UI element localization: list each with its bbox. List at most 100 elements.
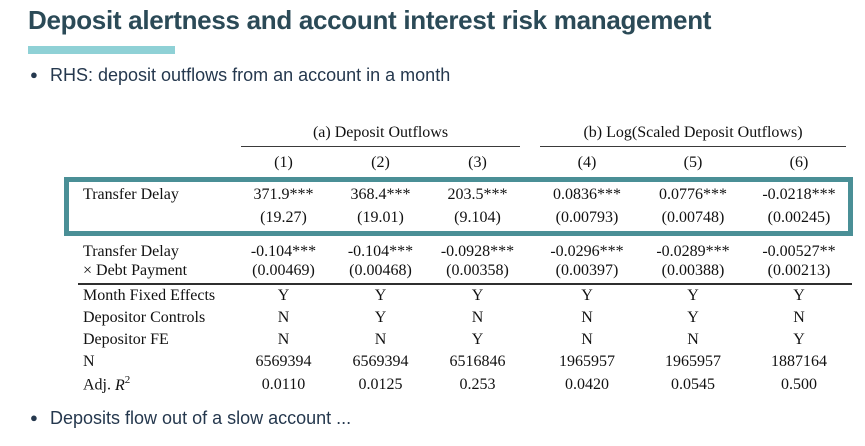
column-gap: [526, 237, 534, 262]
coef-cell: 0.0836***: [553, 186, 621, 203]
group-header-row: (a) Deposit Outflows (b) Log(Scaled Depo…: [78, 112, 852, 147]
se-cell: (19.01): [357, 209, 404, 226]
stat-row-n: N 6569394 6569394 6516846 1965957 196595…: [78, 351, 852, 373]
math-r: R: [115, 376, 125, 394]
se-cell: (0.00213): [767, 262, 831, 279]
bullet-icon: ●: [30, 67, 38, 82]
stat-row-depositor-controls: Depositor Controls N Y N N Y N: [78, 307, 852, 329]
stat-row-depositor-fe: Depositor FE N N Y N N Y: [78, 329, 852, 351]
stat-cell: Y: [429, 283, 526, 307]
se-cell: (0.00358): [446, 262, 509, 279]
stat-cell: Y: [793, 331, 805, 348]
column-number-row: (1) (2) (3) (4) (5) (6): [78, 147, 852, 178]
coef-cell: -0.0289***: [656, 243, 730, 260]
stat-cell: N: [374, 331, 387, 348]
stat-cell: N: [687, 331, 699, 348]
coef-cell: -0.0296***: [550, 243, 624, 260]
se-cell: (0.00793): [555, 209, 619, 226]
coef-cell: -0.0218***: [762, 186, 836, 203]
stat-cell: N: [581, 331, 593, 348]
row-label: Transfer Delay: [83, 243, 179, 260]
row-label: N: [83, 353, 95, 370]
stat-cell: N: [581, 309, 593, 326]
row-label: Month Fixed Effects: [78, 283, 235, 307]
stat-cell: 0.0420: [565, 375, 609, 393]
stat-cell: 0.500: [781, 375, 817, 393]
stat-cell: 0.0110: [261, 375, 306, 393]
coef-row-transfer-delay: Transfer Delay 371.9*** 368.4*** 203.5**…: [78, 178, 852, 206]
regression-table: (a) Deposit Outflows (b) Log(Scaled Depo…: [78, 112, 853, 396]
stat-cell: Y: [471, 331, 484, 348]
stat-cell: Y: [534, 283, 640, 307]
title-accent-bar: [28, 46, 175, 54]
se-cell: (0.00469): [252, 262, 315, 279]
stat-cell: 1965957: [559, 353, 615, 370]
bullet-rhs: ● RHS: deposit outflows from an account i…: [30, 64, 450, 86]
stat-row-adj-r2: Adj. R2 0.0110 0.0125 0.253 0.0420 0.0545…: [78, 373, 852, 396]
coef-cell: 371.9***: [253, 186, 314, 203]
stat-cell: 1887164: [771, 353, 827, 370]
stat-cell: Y: [235, 283, 332, 307]
stat-cell: Y: [374, 309, 387, 326]
column-gap: [526, 262, 534, 284]
se-cell: (0.00388): [661, 262, 725, 279]
row-label: Depositor Controls: [83, 309, 206, 326]
stat-cell: Y: [746, 283, 853, 307]
slide-title: Deposit alertness and account interest r…: [28, 5, 712, 35]
col-number: (2): [371, 153, 390, 171]
column-gap: [526, 147, 534, 178]
empty-cell: [78, 147, 235, 178]
bullet-icon: ●: [30, 410, 38, 425]
se-cell: (19.27): [260, 209, 307, 226]
stat-cell: N: [277, 309, 290, 326]
stat-cell: Y: [640, 283, 746, 307]
adj-label: Adj.: [83, 376, 111, 394]
se-cell: (0.00468): [349, 262, 412, 279]
column-gap: [526, 178, 534, 206]
row-label: Depositor FE: [83, 331, 169, 348]
stat-cell: N: [277, 331, 290, 348]
stat-cell: N: [471, 309, 484, 326]
row-label: Transfer Delay: [83, 186, 179, 203]
coef-cell: 0.0776***: [659, 186, 727, 203]
column-gap: [526, 373, 534, 396]
stat-row-month-fe: Month Fixed Effects Y Y Y Y Y Y: [78, 283, 853, 307]
row-label: × Debt Payment: [83, 262, 188, 279]
coef-cell: -0.0928***: [440, 243, 515, 260]
coef-cell: -0.104***: [347, 243, 414, 260]
group-header-b: (b) Log(Scaled Deposit Outflows): [534, 112, 852, 147]
stat-cell: Y: [332, 283, 429, 307]
group-header-a: (a) Deposit Outflows: [235, 112, 526, 147]
column-gap: [526, 307, 534, 329]
stat-cell: 6569394: [352, 353, 409, 370]
column-gap: [526, 206, 534, 237]
stat-cell: 0.253: [459, 375, 496, 393]
coef-cell: 203.5***: [447, 186, 508, 203]
se-cell: (9.104): [454, 209, 501, 226]
coef-cell: -0.00527**: [762, 243, 836, 260]
stat-cell: 0.0125: [358, 375, 403, 393]
coef-row-interaction: Transfer Delay -0.104*** -0.104*** -0.09…: [78, 237, 852, 262]
column-gap: [526, 283, 534, 307]
math-r-sup: 2: [124, 374, 131, 387]
se-cell: (0.00748): [661, 209, 725, 226]
col-number: (5): [683, 153, 703, 171]
col-number: (6): [789, 153, 809, 171]
coef-cell: 368.4***: [350, 186, 411, 203]
stat-cell: 0.0545: [671, 375, 715, 393]
stat-cell: 1965957: [665, 353, 721, 370]
row-label: [78, 206, 235, 237]
col-number: (4): [577, 153, 597, 171]
se-row-transfer-delay: (19.27) (19.01) (9.104) (0.00793) (0.007…: [78, 206, 852, 237]
bullet-conclusion-text: Deposits flow out of a slow account ...: [50, 408, 352, 428]
coef-cell: -0.104***: [250, 243, 317, 260]
stat-cell: 6516846: [449, 353, 506, 370]
se-row-interaction: × Debt Payment (0.00469) (0.00468) (0.00…: [78, 262, 852, 284]
empty-cell: [78, 112, 235, 147]
column-gap: [526, 112, 534, 147]
se-cell: (0.00397): [555, 262, 619, 279]
row-label: Adj. R2: [78, 373, 235, 396]
bullet-conclusion: ● Deposits flow out of a slow account ...: [30, 407, 351, 429]
se-cell: (0.00245): [767, 209, 831, 226]
